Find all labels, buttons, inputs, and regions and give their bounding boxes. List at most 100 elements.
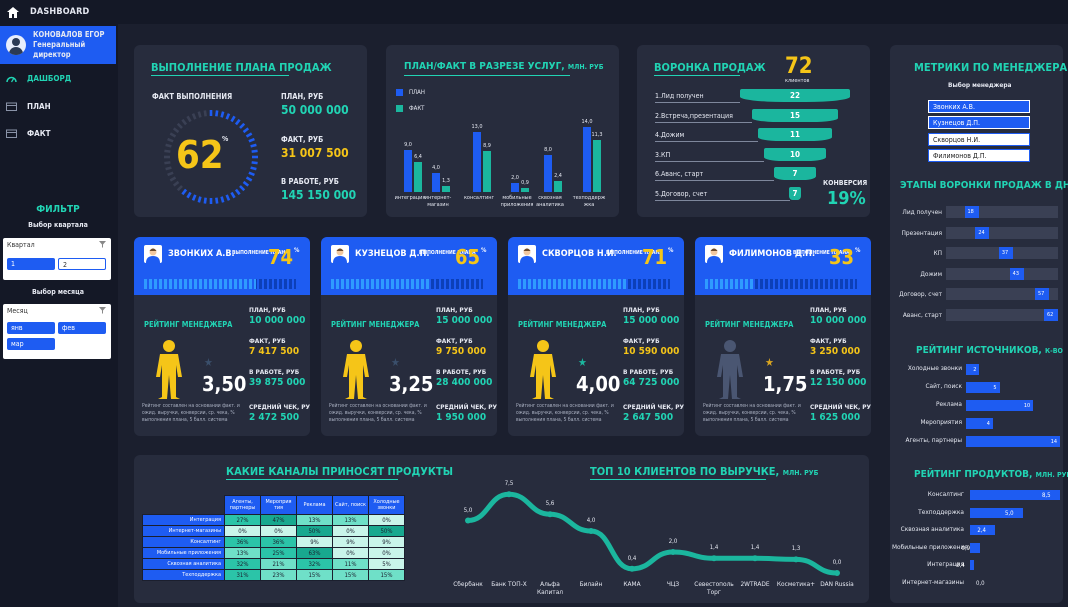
metric-value: 9 750 000	[436, 346, 486, 357]
quarter-option[interactable]: 1	[7, 258, 55, 270]
month-option[interactable]: фев	[58, 322, 106, 334]
user-profile[interactable]: КОНОВАЛОВ ЕГОР Генеральный директор	[0, 26, 116, 64]
manager-card[interactable]: СКВОРЦОВ Н.И. ВЫПОЛНЕНИЕ ПЛАНА 71% РЕЙТИНГ …	[508, 237, 684, 436]
data-point	[547, 511, 553, 517]
table-cell: 5%	[369, 559, 405, 570]
product-label: Консалтинг	[892, 491, 964, 498]
gauge-tick	[166, 168, 172, 170]
month-option[interactable]: янв	[7, 322, 55, 334]
rating-note: Рейтинг составлен на основании факт. и о…	[142, 403, 248, 424]
metric-label: В РАБОТЕ, РУБ	[810, 368, 860, 376]
table-cell: 50%	[369, 526, 405, 537]
bar-value-plan: 9,0	[400, 142, 416, 148]
bar-fact	[442, 186, 450, 192]
gauge-tick	[249, 173, 255, 175]
gauge-tick	[205, 110, 206, 116]
month-option[interactable]: мар	[7, 338, 55, 350]
gauge-tick	[168, 173, 174, 175]
funnel-stage-label: 4.Дожим	[655, 131, 684, 139]
table-cell: 32%	[297, 559, 333, 570]
bar-value-fact: 0,9	[517, 180, 533, 186]
planfact-chart: 9,0 6,4 интеграция 4,0 1,3 интернет-магазин 13…	[386, 45, 619, 217]
x-tick-label: Севестополь Торг	[694, 580, 734, 596]
x-tick-label: мобильные приложения	[499, 195, 535, 209]
gauge-tick	[168, 139, 174, 141]
clear-filter-icon[interactable]	[99, 241, 106, 248]
bar-fact	[554, 181, 562, 192]
fact-value: 31 007 500	[281, 146, 349, 160]
metric-label: В РАБОТЕ, РУБ	[623, 368, 673, 376]
gauge-tick	[232, 116, 235, 121]
product-value: 0,0	[976, 580, 985, 587]
percent-sign: %	[222, 135, 228, 143]
clients-chart: 5,0 Сбербанк 7,5 Банк ТОП-Х 5,6 Альфа Капитал…	[434, 455, 869, 603]
manager-card[interactable]: КУЗНЕЦОВ Д.П. ВЫПОЛНЕНИЕ ПЛАНА 65% РЕЙТИНГ …	[321, 237, 497, 436]
funnel-stage-label: 1.Лид получен	[655, 92, 704, 100]
row-header: Консалтинг	[143, 537, 225, 548]
funnel-stage-label: 3.КП	[655, 151, 670, 159]
metric-label: ФАКТ, РУБ	[249, 337, 286, 345]
column-header: Агенты, партнеры	[225, 496, 261, 515]
gauge-tick	[174, 182, 179, 186]
gauge-tick	[236, 120, 240, 125]
progress-fill	[331, 279, 430, 289]
rating-label: РЕЙТИНГ МЕНЕДЖЕРА	[331, 320, 419, 329]
product-bar	[970, 543, 980, 553]
x-tick-label: КАМА	[612, 580, 652, 588]
metric-value: 10 000 000	[810, 315, 866, 326]
sidebar: КОНОВАЛОВ ЕГОР Генеральный директор ДАШБ…	[0, 24, 118, 607]
nav-fact[interactable]: ФАКТ	[0, 123, 116, 143]
gauge-tick	[244, 182, 249, 186]
product-label: Сквозная аналитика	[892, 526, 964, 533]
rating-star-icon: ★	[391, 356, 400, 369]
gauge-tick	[188, 116, 191, 121]
gauge-tick	[178, 124, 182, 128]
table-cell: 63%	[297, 548, 333, 559]
plan-execution-panel: ВЫПОЛНЕНИЕ ПЛАНА ПРОДАЖ ФАКТ ВЫПОЛНЕНИЯ …	[134, 45, 367, 217]
manager-card[interactable]: ФИЛИМОНОВ Д.П. ВЫПОЛНЕНИЕ ПЛАНА 33% РЕЙТИНГ…	[695, 237, 871, 436]
manager-score: 1,75	[763, 372, 807, 396]
home-icon[interactable]	[0, 0, 26, 24]
gauge-tick	[249, 139, 255, 141]
metric-value: 10 590 000	[623, 346, 679, 357]
clear-filter-icon[interactable]	[99, 307, 106, 314]
month-title: Выбор месяца	[0, 288, 116, 296]
metric-label: СРЕДНИЙ ЧЕК, РУБ	[436, 403, 497, 411]
manager-score: 3,50	[202, 372, 246, 396]
manager-avatar-icon	[144, 245, 162, 263]
progress-ticks	[705, 279, 857, 289]
x-tick-label: Банк ТОП-Х	[489, 580, 529, 588]
metric-value: 64 725 000	[623, 377, 679, 388]
nav-dashboard[interactable]: ДАШБОРД	[0, 68, 116, 88]
metric-value: 28 400 000	[436, 377, 492, 388]
funnel-bar: 7	[774, 167, 816, 180]
nav-label: ПЛАН	[27, 102, 51, 111]
month-label: Месяц	[7, 307, 28, 315]
funnel-leader-line	[655, 102, 740, 103]
conversion-value: 19%	[827, 188, 866, 209]
metric-value: 3 250 000	[810, 346, 860, 357]
quarter-slicer: Квартал 1 2	[3, 238, 111, 280]
rating-label: РЕЙТИНГ МЕНЕДЖЕРА	[144, 320, 232, 329]
table-cell: 9%	[297, 537, 333, 548]
manager-avatar-icon	[705, 245, 723, 263]
funnel-leader-line	[655, 200, 790, 201]
title-underline	[151, 75, 289, 76]
filter-title: ФИЛЬТР	[0, 204, 116, 215]
bar-value-fact: 11,3	[589, 132, 605, 138]
manager-card[interactable]: ЗВОНКИХ А.В. ВЫПОЛНЕНИЕ ПЛАНА 74% РЕЙТИНГ М…	[134, 237, 310, 436]
fact-execution-label: ФАКТ ВЫПОЛНЕНИЯ	[152, 92, 232, 101]
progress-fill	[144, 279, 256, 289]
table-cell: 36%	[261, 537, 297, 548]
table-header-row: Агенты, партнеры Мероприя тия Реклама Сайт,…	[143, 496, 405, 515]
funnel-stage-label: 6.Аванс, старт	[655, 170, 703, 178]
data-label: 1,3	[786, 545, 806, 552]
bar-value-plan: 4,0	[428, 165, 444, 171]
nav-plan[interactable]: ПЛАН	[0, 96, 116, 116]
person-figure-icon	[339, 339, 373, 401]
quarter-option[interactable]: 2	[58, 258, 106, 270]
metric-label: В РАБОТЕ, РУБ	[436, 368, 486, 376]
metric-label: СРЕДНИЙ ЧЕК, РУБ	[623, 403, 684, 411]
percent-sign: %	[481, 247, 486, 254]
product-value: 0,4	[956, 562, 965, 569]
